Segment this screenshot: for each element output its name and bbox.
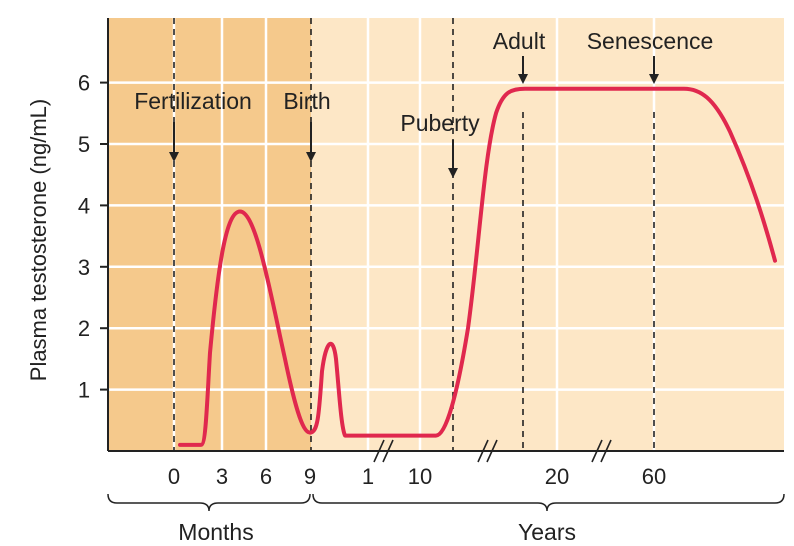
annotation-senescence: Senescence bbox=[587, 28, 714, 54]
months-brace bbox=[107, 493, 311, 512]
x-tick-label-9: 9 bbox=[304, 464, 316, 489]
testosterone-curve bbox=[178, 86, 777, 447]
event-lines bbox=[173, 18, 655, 451]
x-tick-label-0: 0 bbox=[168, 464, 180, 489]
y-tick-label-1: 1 bbox=[78, 378, 90, 403]
senescence-arrow bbox=[649, 56, 659, 84]
x-tick-label-3: 3 bbox=[216, 464, 228, 489]
y-tick-label-5: 5 bbox=[78, 132, 90, 157]
annotation-birth: Birth bbox=[283, 88, 330, 114]
puberty-arrow bbox=[448, 140, 458, 178]
y-tick-label-3: 3 bbox=[78, 255, 90, 280]
grid-lines bbox=[108, 18, 784, 451]
x-tick-label-1: 1 bbox=[362, 464, 374, 489]
axis-break-2 bbox=[477, 439, 498, 463]
years-brace bbox=[312, 493, 785, 512]
annotation-adult: Adult bbox=[493, 28, 546, 54]
axis-break-3 bbox=[591, 439, 612, 463]
y-tick-label-4: 4 bbox=[78, 193, 90, 218]
birth-arrow bbox=[306, 122, 316, 162]
fertilization-arrow bbox=[169, 122, 179, 162]
x-tick-label-6: 6 bbox=[260, 464, 272, 489]
months-label: Months bbox=[178, 519, 253, 545]
annotation-puberty: Puberty bbox=[400, 110, 480, 136]
x-tick-label-60: 60 bbox=[642, 464, 666, 489]
y-ticks: 1 2 3 4 5 6 bbox=[78, 71, 108, 403]
y-tick-label-6: 6 bbox=[78, 71, 90, 96]
annotation-fertilization: Fertilization bbox=[134, 88, 252, 114]
years-label: Years bbox=[518, 519, 576, 545]
x-tick-label-10: 10 bbox=[408, 464, 432, 489]
adult-arrow bbox=[518, 56, 528, 84]
x-tick-label-20: 20 bbox=[545, 464, 569, 489]
y-axis-title: Plasma testosterone (ng/mL) bbox=[26, 99, 51, 381]
annotation-arrows bbox=[169, 56, 659, 178]
axis-break-1 bbox=[373, 439, 394, 463]
y-tick-label-2: 2 bbox=[78, 316, 90, 341]
